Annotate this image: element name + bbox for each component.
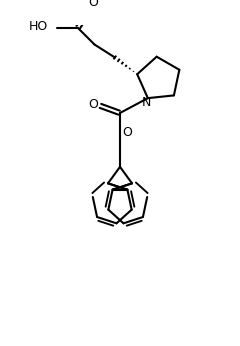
Text: HO: HO bbox=[29, 20, 48, 33]
Text: O: O bbox=[88, 98, 98, 111]
Text: O: O bbox=[89, 0, 98, 9]
Text: N: N bbox=[141, 96, 151, 109]
Text: O: O bbox=[122, 126, 132, 139]
